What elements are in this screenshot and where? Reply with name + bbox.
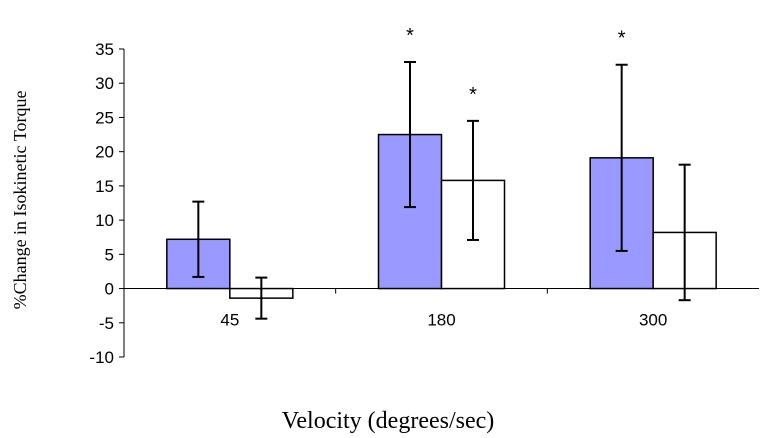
significance-star: *: [618, 28, 626, 50]
significance-star: *: [406, 25, 414, 47]
y-tick-label: 25: [95, 108, 114, 127]
y-tick-label: 35: [95, 40, 114, 59]
x-tick-label: 180: [427, 311, 455, 330]
x-axis-title: Velocity (degrees/sec): [282, 408, 495, 434]
y-tick-label: 30: [95, 74, 114, 93]
y-tick-label: 10: [95, 211, 114, 230]
y-ticks: -10 -5 0 5 10 15 20 25 30 35: [89, 40, 124, 367]
significance-star: *: [469, 84, 477, 106]
y-tick-label: -10: [89, 348, 114, 367]
x-tick-labels: 45 180 300: [220, 288, 667, 330]
y-tick-label: 5: [105, 245, 114, 264]
y-tick-label: 0: [105, 280, 114, 299]
error-bars: [192, 61, 691, 320]
y-axis-title: %Change in Isokinetic Torque: [10, 91, 30, 310]
x-tick-label: 45: [220, 311, 239, 330]
y-tick-label: 20: [95, 143, 114, 162]
y-tick-label: -5: [99, 314, 114, 333]
bars: [166, 133, 717, 299]
x-tick-label: 300: [639, 311, 667, 330]
y-tick-label: 15: [95, 177, 114, 196]
significance-markers: * * *: [406, 25, 626, 106]
